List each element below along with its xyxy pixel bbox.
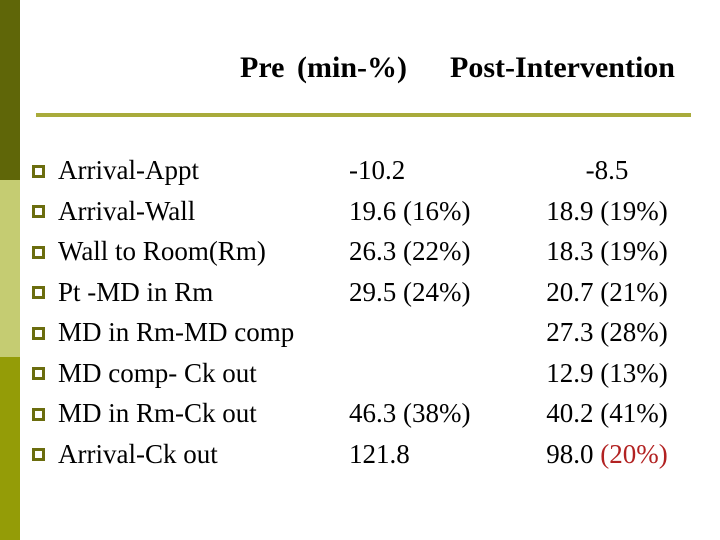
post-value-main: 40.2 (41%) [546, 398, 668, 428]
list-item: Pt -MD in Rm 29.5 (24%) 20.7 (21%) [32, 272, 720, 313]
list-item: MD in Rm-Ck out 46.3 (38%) 40.2 (41%) [32, 393, 720, 434]
interval-label: Pt -MD in Rm [58, 276, 214, 307]
pre-value: 46.3 (38%) [349, 398, 471, 428]
title-post-label: Post-Intervention [450, 51, 675, 84]
post-value: 98.0 (20%) [537, 434, 677, 475]
title-unit-label: (min-%) [297, 51, 407, 84]
post-value-main: 20.7 (21%) [546, 276, 668, 307]
post-value: -8.5 [537, 150, 677, 191]
post-value: 12.9 (13%) [537, 353, 677, 394]
title-underline [36, 113, 691, 117]
title-pre-label: Pre [240, 51, 285, 84]
list-item: Arrival-Wall 19.6 (16%) 18.9 (19%) [32, 191, 720, 232]
post-value-highlight: (20%) [600, 438, 668, 469]
accent-bar-bottom-segment [0, 357, 20, 540]
interval-list: Arrival-Appt -10.2 -8.5 Arrival-Wall 19.… [0, 150, 720, 474]
list-item: MD comp- Ck out 12.9 (13%) [32, 353, 720, 394]
square-bullet-icon [32, 286, 45, 300]
post-value: 40.2 (41%) [537, 393, 677, 434]
post-value: 18.9 (19%) [537, 191, 677, 232]
post-value: 18.3 (19%) [537, 231, 677, 272]
interval-label: Arrival-Appt [58, 155, 199, 185]
pre-value: 121.8 [349, 438, 410, 469]
square-bullet-icon [32, 407, 45, 421]
post-value-main: 18.9 (19%) [546, 195, 668, 226]
square-bullet-icon [32, 245, 45, 259]
list-item: Wall to Room(Rm) 26.3 (22%) 18.3 (19%) [32, 231, 720, 272]
slide-title: Pre (min-%) Post-Intervention [0, 50, 720, 90]
interval-label: Arrival-Wall [58, 195, 196, 226]
interval-label: MD in Rm-Ck out [58, 398, 257, 428]
square-bullet-icon [32, 326, 45, 340]
square-bullet-icon [32, 448, 45, 462]
accent-bar-top-segment [0, 0, 20, 180]
accent-bar-middle-segment [0, 180, 20, 357]
post-value-main: -8.5 [585, 155, 629, 185]
interval-label: MD in Rm-MD comp [58, 317, 295, 347]
interval-label: Arrival-Ck out [58, 438, 218, 469]
interval-label: MD comp- Ck out [58, 357, 257, 388]
left-accent-bar [0, 0, 20, 540]
pre-value: 26.3 (22%) [349, 236, 471, 266]
square-bullet-icon [32, 367, 45, 381]
post-value-main: 18.3 (19%) [546, 236, 668, 266]
pre-value: 29.5 (24%) [349, 276, 471, 307]
post-value-main: 12.9 (13%) [546, 357, 668, 388]
pre-value: -10.2 [349, 155, 406, 185]
square-bullet-icon [32, 164, 45, 178]
interval-label: Wall to Room(Rm) [58, 236, 266, 266]
list-item: MD in Rm-MD comp 27.3 (28%) [32, 312, 720, 353]
list-item: Arrival-Ck out 121.8 98.0 (20%) [32, 434, 720, 475]
post-value-main: 27.3 (28%) [546, 317, 668, 347]
post-value: 20.7 (21%) [537, 272, 677, 313]
post-value: 27.3 (28%) [537, 312, 677, 353]
square-bullet-icon [32, 205, 45, 219]
post-value-main: 98.0 [546, 438, 594, 469]
list-item: Arrival-Appt -10.2 -8.5 [32, 150, 720, 191]
pre-value: 19.6 (16%) [349, 195, 471, 226]
